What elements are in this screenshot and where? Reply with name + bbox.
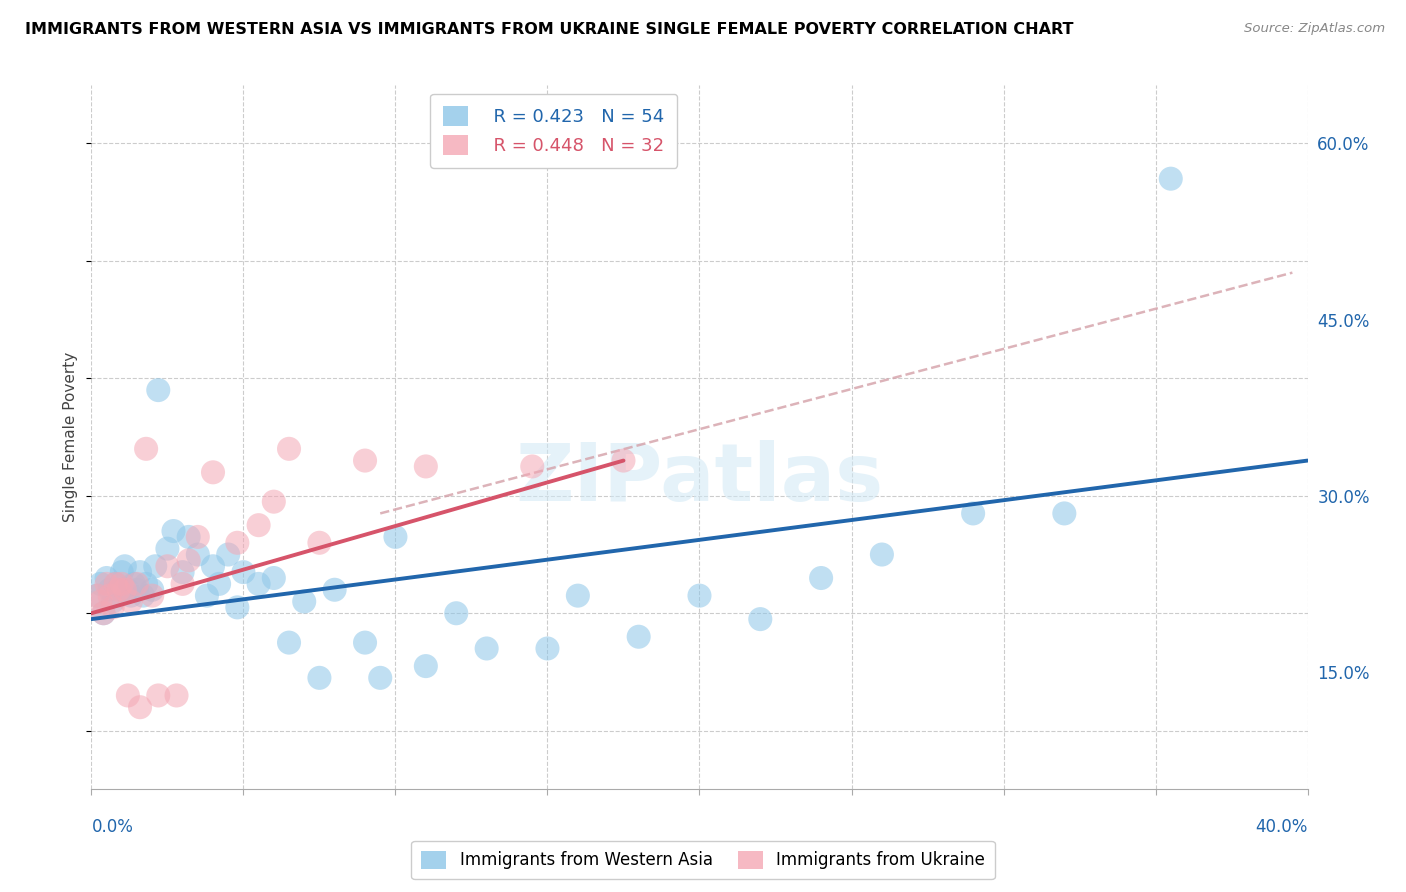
Point [1053, 507, 1076, 521]
Point [98, 589, 121, 603]
Point [263, 494, 285, 508]
Legend: Immigrants from Western Asia, Immigrants from Ukraine: Immigrants from Western Asia, Immigrants… [411, 840, 995, 880]
Point [172, 577, 194, 591]
Point [166, 689, 188, 703]
Point [475, 641, 498, 656]
Point [89, 594, 111, 608]
Point [107, 582, 129, 597]
Point [202, 559, 225, 574]
Point [195, 589, 218, 603]
Point [522, 459, 544, 474]
Point [323, 582, 346, 597]
Point [247, 518, 270, 533]
Point [89, 577, 111, 591]
Point [627, 630, 650, 644]
Point [368, 671, 391, 685]
Point [141, 589, 163, 603]
Text: Source: ZipAtlas.com: Source: ZipAtlas.com [1244, 22, 1385, 36]
Point [129, 565, 152, 579]
Point [292, 594, 315, 608]
Point [208, 577, 231, 591]
Point [177, 530, 200, 544]
Point [135, 577, 157, 591]
Point [101, 594, 124, 608]
Point [135, 442, 157, 456]
Point [104, 577, 127, 591]
Point [1160, 171, 1182, 186]
Point [96, 571, 118, 585]
Point [187, 530, 209, 544]
Point [93, 607, 115, 621]
Point [132, 589, 155, 603]
Point [125, 577, 148, 591]
Point [177, 553, 200, 567]
Point [141, 582, 163, 597]
Text: 0.0%: 0.0% [91, 818, 134, 836]
Point [187, 548, 209, 562]
Point [810, 571, 832, 585]
Y-axis label: Single Female Poverty: Single Female Poverty [63, 352, 79, 522]
Point [143, 559, 166, 574]
Point [308, 535, 330, 549]
Point [162, 524, 184, 538]
Point [870, 548, 893, 562]
Text: ZIPatlas: ZIPatlas [516, 441, 883, 518]
Point [962, 507, 984, 521]
Point [232, 565, 254, 579]
Point [308, 671, 330, 685]
Point [120, 594, 142, 608]
Point [86, 589, 108, 603]
Point [217, 548, 239, 562]
Point [263, 571, 285, 585]
Point [384, 530, 406, 544]
Point [101, 600, 124, 615]
Point [93, 607, 115, 621]
Point [111, 565, 134, 579]
Point [156, 559, 179, 574]
Point [278, 635, 301, 649]
Point [129, 700, 152, 714]
Point [567, 589, 589, 603]
Point [86, 589, 108, 603]
Point [415, 459, 437, 474]
Point [354, 635, 377, 649]
Point [111, 577, 134, 591]
Point [148, 689, 170, 703]
Point [226, 600, 249, 615]
Point [122, 577, 145, 591]
Point [172, 565, 194, 579]
Point [688, 589, 710, 603]
Point [117, 689, 139, 703]
Point [148, 383, 170, 397]
Point [107, 589, 129, 603]
Point [114, 559, 136, 574]
Point [415, 659, 437, 673]
Point [749, 612, 772, 626]
Point [98, 582, 121, 597]
Point [247, 577, 270, 591]
Point [96, 577, 118, 591]
Point [114, 582, 136, 597]
Point [125, 582, 148, 597]
Point [117, 582, 139, 597]
Point [444, 607, 467, 621]
Text: IMMIGRANTS FROM WESTERN ASIA VS IMMIGRANTS FROM UKRAINE SINGLE FEMALE POVERTY CO: IMMIGRANTS FROM WESTERN ASIA VS IMMIGRAN… [25, 22, 1074, 37]
Legend:   R = 0.423   N = 54,   R = 0.448   N = 32: R = 0.423 N = 54, R = 0.448 N = 32 [430, 94, 678, 168]
Point [278, 442, 301, 456]
Point [202, 466, 225, 480]
Point [226, 535, 249, 549]
Point [354, 453, 377, 467]
Point [536, 641, 558, 656]
Point [111, 582, 134, 597]
Point [104, 577, 127, 591]
Point [120, 589, 142, 603]
Point [612, 453, 634, 467]
Point [156, 541, 179, 556]
Text: 40.0%: 40.0% [1256, 818, 1308, 836]
